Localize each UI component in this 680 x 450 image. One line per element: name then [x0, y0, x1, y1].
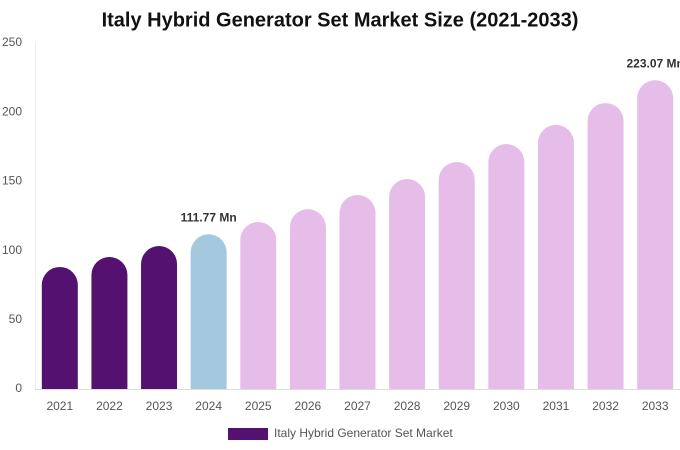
x-tick-label: 2027: [344, 399, 371, 413]
y-tick-label: 250: [2, 35, 22, 49]
x-tick-label: 2026: [295, 399, 322, 413]
y-tick-label: 150: [2, 174, 22, 188]
x-tick-label: 2023: [146, 399, 173, 413]
x-tick-label: 2025: [245, 399, 272, 413]
y-tick-label: 0: [15, 381, 22, 395]
x-tick-label: 2021: [46, 399, 73, 413]
bar: [389, 179, 426, 389]
legend-swatch: [228, 428, 268, 440]
bar: [537, 124, 574, 389]
x-tick-label: 2030: [493, 399, 520, 413]
y-tick-label: 100: [2, 243, 22, 257]
x-tick-label: 2031: [543, 399, 570, 413]
bar: [289, 209, 326, 389]
bar: [41, 266, 78, 389]
bar: [637, 80, 674, 389]
legend-label: Italy Hybrid Generator Set Market: [274, 426, 453, 440]
value-label: 111.77 Mn: [181, 210, 237, 224]
x-tick-label: 2028: [394, 399, 421, 413]
x-tick-label: 2024: [195, 399, 222, 413]
chart-title: Italy Hybrid Generator Set Market Size (…: [102, 9, 579, 31]
x-tick-label: 2032: [592, 399, 619, 413]
bar: [240, 221, 277, 389]
bar: [91, 256, 128, 389]
x-tick-label: 2033: [642, 399, 669, 413]
bar: [339, 194, 376, 389]
y-tick-label: 200: [2, 104, 22, 118]
bar: [587, 103, 624, 389]
bar: [141, 246, 178, 389]
y-tick-label: 50: [9, 312, 23, 326]
bar: [438, 162, 475, 389]
value-label: 223.07 Mn: [627, 56, 680, 70]
bar: [190, 234, 227, 389]
x-tick-label: 2029: [443, 399, 470, 413]
bar: [488, 144, 525, 389]
x-tick-label: 2022: [96, 399, 123, 413]
